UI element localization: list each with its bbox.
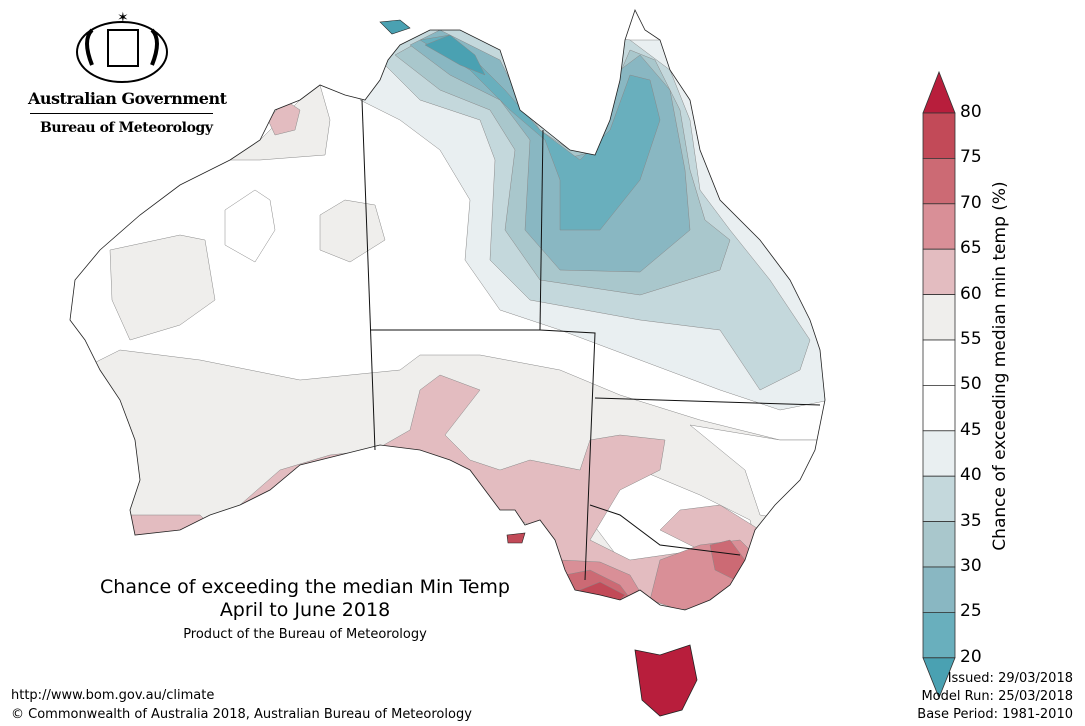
colorbar-tick: 30 xyxy=(960,556,982,576)
state-borders xyxy=(361,99,821,581)
colorbar-band xyxy=(922,384,956,432)
svg-text:✶: ✶ xyxy=(117,10,129,26)
colorbar-tick: 60 xyxy=(960,283,982,304)
colorbar-tick: 80 xyxy=(960,102,982,122)
coastline xyxy=(69,8,826,717)
colorbar-band xyxy=(922,203,956,250)
map-period: April to June 2018 xyxy=(219,599,391,621)
colorbar-band xyxy=(922,339,956,386)
colorbar-arrow-bottom xyxy=(922,657,956,699)
colorbar-tick: 55 xyxy=(960,329,982,349)
logo-bureau-text: Bureau of Meteorology xyxy=(40,120,213,136)
product-credit: Product of the Bureau of Meteorology xyxy=(183,627,427,642)
colorbar-band xyxy=(922,612,956,659)
copyright-text: © Commonwealth of Australia 2018, Austra… xyxy=(11,707,472,722)
colorbar-tick: 20 xyxy=(960,646,982,667)
colorbar-tick: 65 xyxy=(960,238,982,259)
bom-url-link[interactable]: http://www.bom.gov.au/climate xyxy=(11,688,215,703)
model-run-date: Model Run: 25/03/2018 xyxy=(921,689,1073,704)
colorbar-label: Chance of exceeding median min temp (%) xyxy=(990,181,1010,551)
colorbar-band xyxy=(922,294,956,341)
colorbar-band xyxy=(922,248,956,295)
colorbar-tick: 40 xyxy=(960,465,982,486)
colorbar-arrow-top xyxy=(922,70,956,114)
colorbar-tick: 50 xyxy=(960,374,982,395)
colorbar-tick: 45 xyxy=(960,419,982,440)
colorbar xyxy=(922,70,956,699)
colorbar-band xyxy=(922,157,956,205)
issued-date: Issued: 29/03/2018 xyxy=(947,671,1073,686)
logo-government-text: Australian Government xyxy=(28,89,227,108)
colorbar-band xyxy=(922,475,956,523)
colorbar-band xyxy=(922,521,956,568)
coat-of-arms-logo: ✶ xyxy=(76,10,168,83)
tasmania xyxy=(634,644,698,717)
colorbar-tick: 75 xyxy=(960,147,982,168)
colorbar-band xyxy=(922,430,956,477)
colorbar-band xyxy=(922,112,956,159)
logo-divider xyxy=(30,113,213,114)
colorbar-band xyxy=(922,566,956,613)
base-period: Base Period: 1981-2010 xyxy=(917,707,1073,722)
colorbar-tick: 25 xyxy=(960,601,982,622)
colorbar-tick: 70 xyxy=(960,192,982,213)
colorbar-tick: 35 xyxy=(960,510,982,531)
map-title: Chance of exceeding the median Min Temp xyxy=(100,576,510,598)
